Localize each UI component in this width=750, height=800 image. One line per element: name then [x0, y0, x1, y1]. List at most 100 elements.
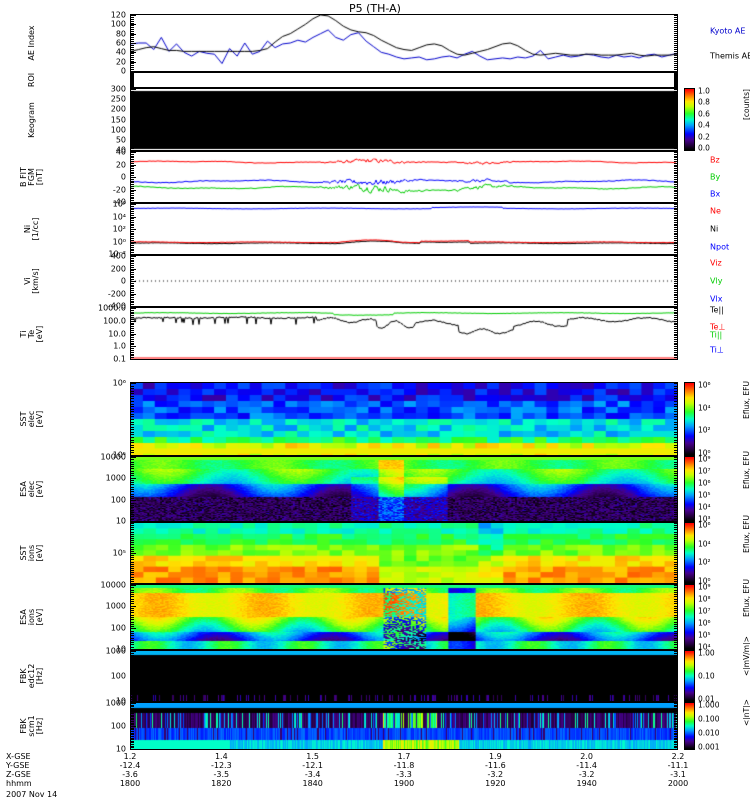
x-tick-z-gse-6: -3.1	[670, 770, 686, 779]
minor-tick	[130, 701, 134, 702]
minor-tick	[130, 637, 134, 639]
minor-tick	[674, 538, 678, 539]
minor-tick	[674, 239, 678, 241]
minor-tick	[674, 690, 678, 692]
minor-tick	[674, 557, 678, 559]
minor-tick	[674, 578, 678, 580]
minor-tick	[130, 236, 134, 238]
minor-tick	[130, 49, 134, 50]
minor-tick	[674, 739, 678, 741]
minor-tick	[674, 461, 678, 463]
x-tick-hhmm-0: 1800	[119, 779, 141, 788]
minor-tick	[674, 326, 678, 328]
x-tick-z-gse-1: -3.5	[213, 770, 230, 779]
x-axis-row-label-z-gse: Z-GSE	[6, 770, 31, 779]
minor-tick	[674, 457, 678, 458]
minor-tick	[674, 390, 678, 392]
minor-tick	[130, 672, 134, 674]
minor-tick	[130, 200, 134, 202]
minor-tick	[130, 102, 134, 104]
minor-tick	[674, 693, 678, 695]
minor-tick	[674, 388, 678, 390]
plot-canvas-vi	[131, 256, 677, 306]
minor-tick	[130, 346, 134, 348]
colorbar-tick-fbk-b-2: 0.010	[698, 728, 720, 738]
y-tick-ni-1: 10⁴	[112, 212, 126, 221]
minor-tick	[130, 635, 134, 637]
minor-tick	[130, 727, 134, 729]
plot-canvas-sst-i	[131, 523, 677, 583]
minor-tick	[674, 268, 678, 270]
minor-tick	[130, 538, 134, 539]
minor-tick	[130, 721, 134, 723]
minor-tick	[674, 130, 678, 132]
minor-tick	[130, 585, 134, 586]
minor-tick	[674, 661, 678, 663]
minor-tick	[130, 281, 134, 282]
minor-tick	[674, 119, 678, 121]
y-tick-ti-2: 10.0	[108, 329, 126, 338]
colorbar-canvas	[685, 651, 694, 701]
minor-tick	[130, 286, 134, 288]
minor-tick	[674, 87, 678, 88]
minor-tick	[674, 493, 678, 495]
y-tick-fbk-e12-0: 1000	[105, 646, 126, 656]
minor-tick	[674, 232, 678, 234]
minor-tick	[674, 406, 678, 408]
minor-tick	[130, 212, 134, 214]
colorbar-fbk-b	[684, 702, 695, 750]
minor-tick	[130, 531, 134, 533]
minor-tick	[130, 218, 134, 220]
minor-tick	[130, 227, 134, 229]
minor-tick	[674, 93, 678, 95]
minor-tick	[130, 535, 134, 537]
y-tick-fbk-e12-1: 100	[110, 671, 126, 681]
minor-tick	[674, 563, 678, 565]
minor-tick	[674, 89, 678, 90]
minor-tick	[674, 281, 678, 282]
x-tick-z-gse-0: -3.6	[122, 770, 138, 779]
minor-tick	[674, 106, 678, 108]
minor-tick	[130, 493, 134, 495]
y-tick-ti-1: 100.0	[103, 316, 126, 326]
y-tick-b-fit-0: 40	[115, 147, 126, 157]
minor-tick	[130, 164, 134, 166]
minor-tick	[130, 134, 134, 136]
minor-tick	[130, 232, 134, 234]
minor-tick	[674, 621, 678, 623]
minor-tick	[130, 726, 134, 727]
minor-tick	[130, 225, 134, 227]
x-tick-y-gse-3: -11.8	[393, 761, 415, 770]
minor-tick	[674, 152, 678, 153]
minor-tick	[130, 216, 134, 218]
y-tick-ae-index-4: 40	[115, 47, 126, 57]
minor-tick	[674, 25, 678, 26]
minor-tick	[130, 143, 134, 145]
minor-tick	[674, 309, 678, 311]
minor-tick	[130, 626, 134, 628]
minor-tick	[674, 470, 678, 472]
colorbar-title-esa-i: Eflux, EFU	[742, 579, 750, 617]
minor-tick	[130, 71, 134, 72]
minor-tick	[674, 704, 678, 706]
y-tick-b-fit-1: 20	[115, 160, 126, 169]
minor-tick	[674, 587, 678, 589]
y-tick-fbk-b-0: 1000	[105, 698, 126, 708]
minor-tick	[130, 665, 134, 667]
minor-tick	[130, 342, 134, 344]
minor-tick	[130, 509, 134, 511]
minor-tick	[130, 349, 134, 351]
minor-tick	[674, 395, 678, 397]
minor-tick	[674, 709, 678, 711]
y-tick-keogram-1: 250	[110, 94, 126, 104]
minor-tick	[130, 166, 134, 168]
minor-tick	[130, 633, 134, 634]
minor-tick	[130, 479, 134, 481]
minor-tick	[130, 521, 134, 522]
colorbar-tick-esa-e-5: 10³	[698, 514, 711, 524]
minor-tick	[130, 99, 134, 101]
minor-tick	[674, 576, 678, 578]
minor-tick	[674, 355, 678, 357]
minor-tick	[674, 646, 678, 648]
colorbar-tick-keogram-2: 0.6	[698, 109, 710, 119]
